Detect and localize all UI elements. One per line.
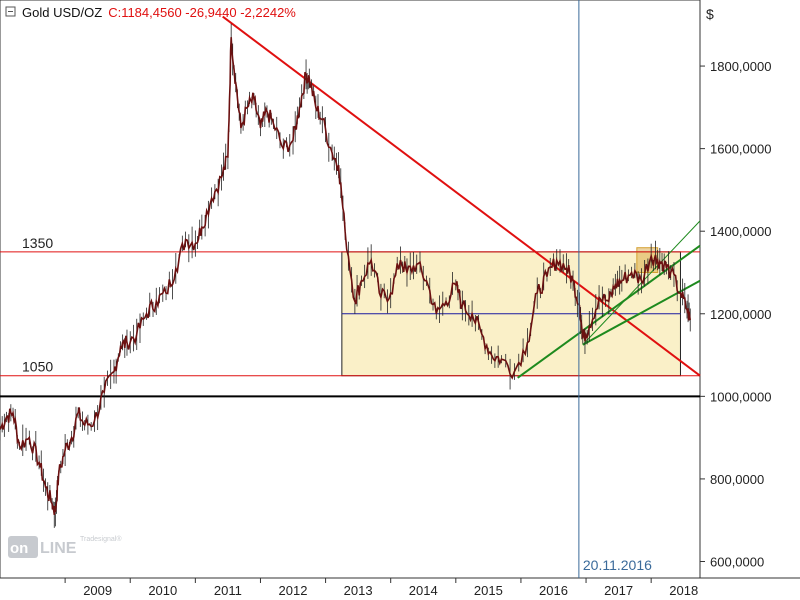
x-tick-label: 2014 (409, 583, 438, 598)
collapse-square-icon[interactable] (5, 6, 16, 17)
x-tick-label: 2015 (474, 583, 503, 598)
chart-header: Gold USD/OZ C:1184,4560 -26,9440 -2,2242… (5, 5, 296, 20)
x-tick-label: 2009 (83, 583, 112, 598)
x-tick-label: 2011 (214, 583, 242, 598)
svg-text:Tradesignal®: Tradesignal® (80, 535, 122, 543)
reference-label-1050: 1050 (22, 359, 53, 375)
x-tick-label: 2018 (669, 583, 698, 598)
y-tick-label: 1200,0000 (710, 307, 771, 322)
y-tick-label: 600,0000 (710, 554, 764, 569)
trend-line-1 (222, 15, 701, 377)
y-tick-label: 1800,0000 (710, 59, 771, 74)
x-tick-label: 2010 (148, 583, 177, 598)
x-tick-label: 2013 (344, 583, 373, 598)
x-axis: 2009 2010 2011 2012 2013 2014 2015 2016 2017 2018 (64, 578, 698, 598)
instrument-title: Gold USD/OZ (22, 5, 102, 20)
range-box-group (341, 247, 681, 377)
svg-text:on: on (10, 540, 28, 557)
reference-lines: 1350 1050 (0, 235, 700, 398)
date-marker-label: 20.11.2016 (583, 557, 652, 573)
price-series (0, 23, 691, 528)
quote-text: C:1184,4560 -26,9440 -2,2242% (108, 5, 296, 20)
y-tick-label: 800,0000 (710, 472, 764, 487)
tradesignal-watermark: on LINE Tradesignal® (8, 535, 122, 558)
annotations: 20.11.2016 (578, 0, 652, 578)
x-tick-label: 2016 (539, 583, 568, 598)
currency-unit-label: $ (706, 6, 714, 22)
y-tick-label: 1600,0000 (710, 142, 771, 157)
watermark-line: LINE (40, 540, 77, 557)
watermark-logo-on (8, 536, 38, 558)
reference-label-1350: 1350 (22, 235, 53, 251)
x-tick-label: 2012 (279, 583, 308, 598)
y-axis: 600,0000 800,0000 1000,0000 1200,0000 1400,0… (700, 59, 771, 569)
y-tick-label: 1400,0000 (710, 224, 771, 239)
y-tick-label: 1000,0000 (710, 389, 771, 404)
x-tick-label: 2017 (604, 583, 633, 598)
price-line (0, 37, 691, 516)
